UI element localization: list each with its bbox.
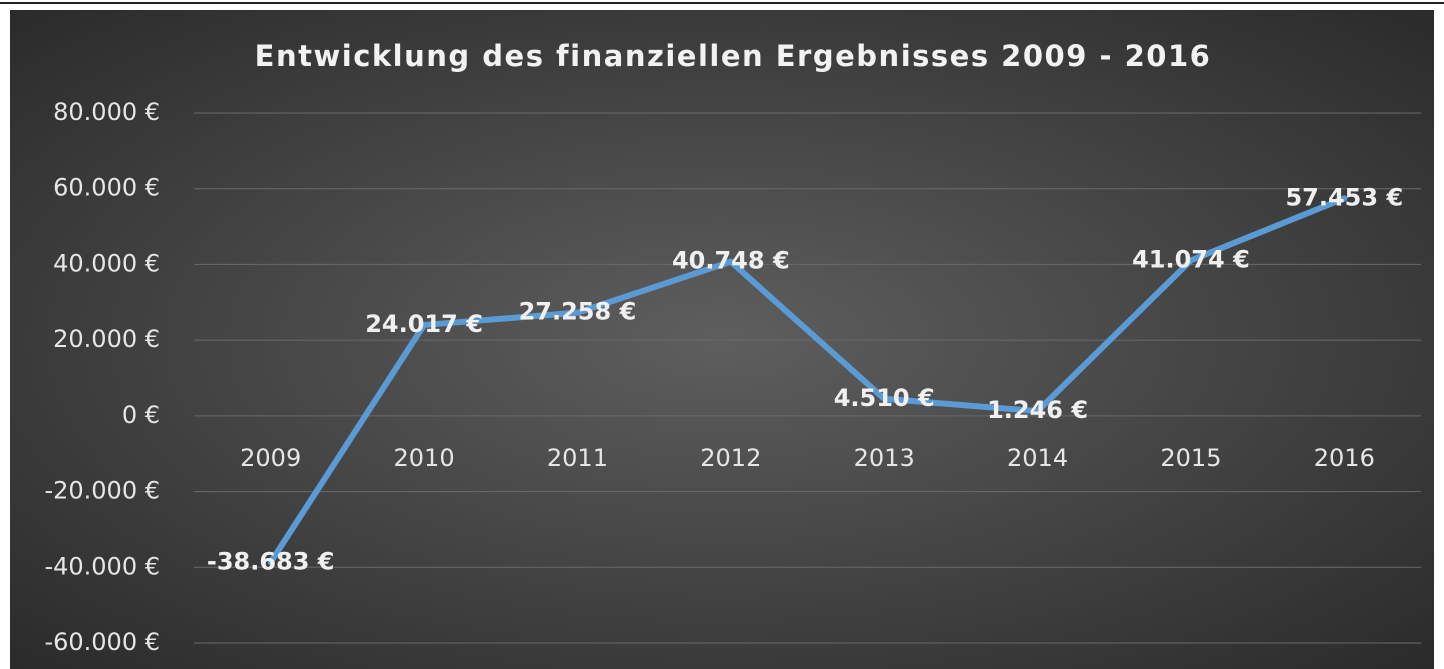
y-tick-label: 20.000 €	[53, 325, 160, 353]
data-label: 40.748 €	[672, 247, 790, 275]
y-tick-label: 60.000 €	[53, 174, 160, 202]
data-label: 24.017 €	[365, 310, 483, 338]
y-tick-label: 0 €	[122, 401, 160, 429]
data-label: 27.258 €	[519, 298, 637, 326]
x-tick-label: 2010	[394, 444, 455, 472]
y-tick-label: 40.000 €	[53, 249, 160, 277]
y-tick-label: -60.000 €	[44, 628, 160, 656]
data-label: 4.510 €	[834, 384, 935, 412]
x-tick-label: 2014	[1007, 444, 1068, 472]
chart-title: Entwicklung des finanziellen Ergebnisses…	[255, 39, 1212, 73]
data-label: -38.683 €	[207, 547, 335, 575]
line-series	[267, 195, 1348, 566]
x-tick-label: 2015	[1160, 444, 1221, 472]
y-tick-label: 80.000 €	[53, 98, 160, 126]
chart-background	[10, 10, 1434, 669]
x-tick-label: 2011	[547, 444, 608, 472]
x-tick-label: 2013	[854, 444, 915, 472]
y-tick-label: -40.000 €	[44, 552, 160, 580]
data-label: 41.074 €	[1132, 245, 1250, 273]
x-tick-label: 2009	[240, 444, 301, 472]
x-tick-label: 2016	[1314, 444, 1375, 472]
data-label: 57.453 €	[1285, 183, 1403, 211]
x-tick-label: 2012	[700, 444, 761, 472]
y-tick-label: -20.000 €	[44, 477, 160, 505]
data-label: 1.246 €	[987, 396, 1088, 424]
